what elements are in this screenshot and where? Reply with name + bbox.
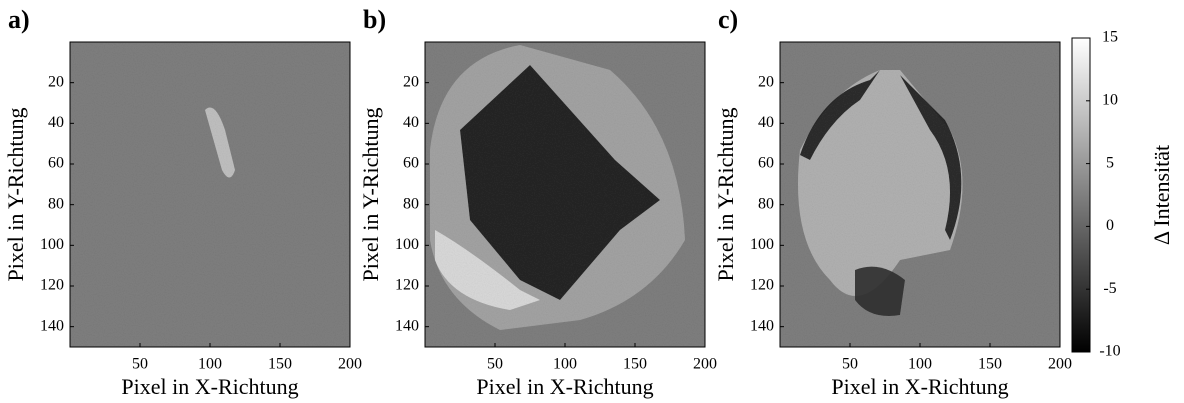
x-tick-label: 100	[908, 356, 932, 373]
image-panel	[70, 42, 350, 347]
x-tick-label: 150	[268, 356, 292, 373]
y-tick-label: 100	[750, 236, 774, 253]
y-tick-label: 100	[395, 236, 419, 253]
image-feature	[205, 107, 235, 178]
panel-label: b)	[363, 5, 386, 34]
x-axis-label: Pixel in X-Richtung	[476, 374, 653, 399]
x-axis-label: Pixel in X-Richtung	[121, 374, 298, 399]
y-axis-label: Pixel in Y-Richtung	[713, 108, 738, 282]
colorbar	[1071, 37, 1091, 353]
y-tick-label: 20	[48, 73, 64, 90]
image-feature	[900, 75, 962, 240]
x-tick-label: 200	[693, 356, 717, 373]
y-tick-label: 40	[403, 114, 419, 131]
colorbar-tick-label: -5	[1103, 280, 1116, 297]
y-tick-label: 20	[758, 73, 774, 90]
image-background	[70, 42, 350, 347]
y-tick-label: 40	[758, 114, 774, 131]
x-tick-label: 150	[623, 356, 647, 373]
x-tick-label: 50	[487, 356, 503, 373]
y-tick-label: 140	[395, 317, 419, 334]
y-tick-label: 60	[48, 155, 64, 172]
x-tick-label: 200	[1048, 356, 1072, 373]
colorbar-tick-label: 15	[1102, 29, 1118, 46]
y-tick-label: 140	[40, 317, 64, 334]
x-tick-label: 100	[553, 356, 577, 373]
y-tick-label: 80	[403, 195, 419, 212]
y-tick-label: 60	[758, 155, 774, 172]
image-feature	[435, 230, 540, 310]
panel-label: c)	[718, 5, 738, 34]
x-tick-label: 50	[132, 356, 148, 373]
image-feature	[855, 266, 905, 316]
colorbar-label: Δ Intensität	[1149, 145, 1174, 245]
y-tick-label: 40	[48, 114, 64, 131]
x-axis-label: Pixel in X-Richtung	[831, 374, 1008, 399]
y-tick-label: 120	[40, 277, 64, 294]
colorbar-tick-label: 10	[1102, 91, 1118, 108]
y-axis-label: Pixel in Y-Richtung	[358, 108, 383, 282]
colorbar-tick-label: -10	[1099, 343, 1120, 360]
y-tick-label: 80	[758, 195, 774, 212]
image-panel	[780, 42, 1060, 347]
y-tick-label: 100	[40, 236, 64, 253]
y-axis-label: Pixel in Y-Richtung	[3, 108, 28, 282]
y-tick-label: 120	[750, 277, 774, 294]
x-tick-label: 100	[198, 356, 222, 373]
image-feature	[800, 70, 880, 160]
colorbar-tick-label: 0	[1106, 217, 1114, 234]
image-feature	[798, 70, 963, 296]
y-tick-label: 120	[395, 277, 419, 294]
y-tick-label: 20	[403, 73, 419, 90]
x-tick-label: 200	[338, 356, 362, 373]
y-tick-label: 80	[48, 195, 64, 212]
x-tick-label: 150	[978, 356, 1002, 373]
panel-label: a)	[8, 5, 30, 34]
x-tick-label: 50	[842, 356, 858, 373]
colorbar-tick-label: 5	[1106, 154, 1114, 171]
image-panel	[425, 42, 705, 347]
y-tick-label: 140	[750, 317, 774, 334]
image-feature	[460, 65, 660, 300]
y-tick-label: 60	[403, 155, 419, 172]
